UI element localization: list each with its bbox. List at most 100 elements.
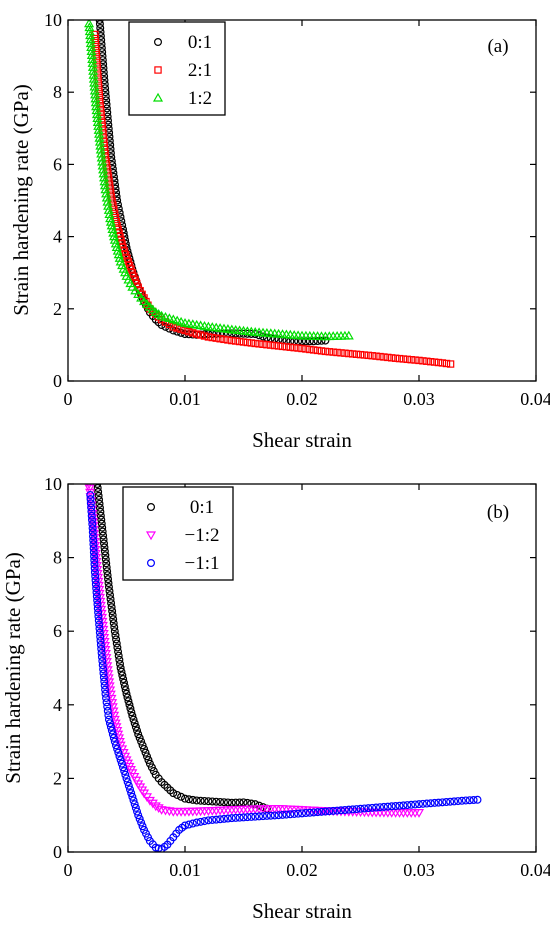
data-point bbox=[360, 804, 369, 813]
data-point bbox=[109, 615, 118, 624]
data-point bbox=[108, 227, 119, 237]
data-point bbox=[395, 354, 404, 363]
data-point bbox=[135, 733, 144, 742]
data-point bbox=[85, 38, 96, 48]
axis-ticks: 0 0.01 0.02 0.03 0.04 0 2 4 6 8 10 bbox=[44, 10, 550, 409]
x-tick-label: 0.02 bbox=[286, 860, 318, 880]
x-tick-label: 0.01 bbox=[169, 389, 201, 409]
data-point bbox=[461, 796, 470, 805]
data-point bbox=[134, 811, 143, 820]
data-point bbox=[87, 515, 96, 524]
data-point bbox=[89, 85, 100, 95]
data-point bbox=[352, 805, 361, 814]
data-point bbox=[116, 755, 125, 764]
data-point bbox=[84, 20, 95, 28]
data-point bbox=[88, 520, 97, 529]
x-axis-title: Shear strain bbox=[252, 428, 352, 452]
data-point bbox=[243, 338, 252, 347]
data-point bbox=[86, 491, 95, 500]
data-point bbox=[113, 744, 122, 753]
series--1-1 bbox=[86, 491, 482, 852]
data-point bbox=[384, 353, 392, 362]
data-point bbox=[86, 42, 97, 52]
data-point bbox=[413, 809, 425, 818]
data-point bbox=[231, 813, 240, 822]
data-point bbox=[147, 799, 158, 809]
data-point bbox=[228, 336, 236, 345]
data-point bbox=[90, 93, 101, 103]
legend-marker bbox=[152, 92, 164, 102]
y-tick-label: 6 bbox=[53, 154, 62, 174]
data-point bbox=[251, 800, 260, 809]
data-point bbox=[251, 339, 259, 348]
data-point bbox=[97, 644, 106, 653]
data-point bbox=[423, 357, 431, 365]
data-point bbox=[379, 802, 388, 811]
data-point bbox=[110, 627, 119, 636]
data-point bbox=[86, 499, 95, 508]
data-point bbox=[125, 700, 134, 709]
data-point bbox=[317, 807, 326, 816]
data-point bbox=[309, 808, 318, 817]
data-point bbox=[102, 196, 113, 206]
data-point bbox=[110, 737, 119, 746]
data-point bbox=[112, 245, 123, 255]
data-point bbox=[189, 329, 197, 337]
legend-label: −1:1 bbox=[185, 553, 220, 574]
data-point bbox=[88, 524, 97, 533]
data-point bbox=[137, 737, 146, 746]
data-point bbox=[97, 160, 108, 170]
data-point bbox=[97, 648, 106, 657]
data-point bbox=[96, 24, 105, 33]
data-point bbox=[87, 58, 98, 67]
data-point bbox=[98, 661, 107, 670]
data-point bbox=[90, 560, 99, 569]
data-point bbox=[419, 357, 427, 365]
x-tick-label: 0 bbox=[64, 389, 73, 409]
data-point bbox=[117, 759, 126, 768]
data-point bbox=[89, 544, 98, 553]
data-point bbox=[95, 628, 104, 637]
data-point bbox=[469, 795, 478, 804]
data-point bbox=[341, 349, 349, 357]
data-point bbox=[102, 694, 111, 703]
data-point bbox=[188, 795, 197, 804]
data-point bbox=[239, 813, 248, 822]
data-point bbox=[317, 347, 326, 355]
data-point bbox=[131, 722, 140, 731]
data-point bbox=[107, 726, 116, 735]
data-point bbox=[86, 50, 97, 59]
data-point bbox=[138, 741, 147, 750]
data-point bbox=[113, 643, 122, 652]
data-point bbox=[141, 748, 150, 757]
data-point bbox=[114, 253, 125, 262]
legend: 0:1 2:1 1:2 bbox=[128, 21, 226, 116]
data-point bbox=[95, 495, 104, 504]
data-point bbox=[87, 507, 96, 516]
data-point bbox=[100, 543, 109, 552]
data-point bbox=[329, 806, 338, 815]
data-point bbox=[399, 355, 408, 363]
data-point bbox=[204, 333, 213, 341]
data-point bbox=[128, 792, 137, 801]
data-point bbox=[98, 527, 107, 536]
data-point bbox=[99, 539, 108, 548]
data-point bbox=[133, 807, 142, 816]
data-point bbox=[239, 338, 248, 346]
data-point bbox=[216, 797, 225, 806]
data-point bbox=[427, 357, 435, 366]
data-point bbox=[96, 148, 107, 158]
data-point bbox=[104, 575, 113, 584]
data-point bbox=[306, 345, 314, 354]
data-point bbox=[391, 354, 400, 362]
data-point bbox=[418, 799, 427, 808]
data-point bbox=[372, 352, 380, 360]
data-point bbox=[298, 344, 306, 353]
data-point bbox=[434, 358, 443, 367]
chart-panel-b: 0 0.01 0.02 0.03 0.04 0 2 4 6 8 10 Shear strain St… bbox=[1, 474, 550, 923]
data-point bbox=[454, 797, 463, 806]
data-point bbox=[93, 600, 102, 609]
data-point bbox=[109, 733, 118, 742]
data-point bbox=[98, 523, 107, 532]
